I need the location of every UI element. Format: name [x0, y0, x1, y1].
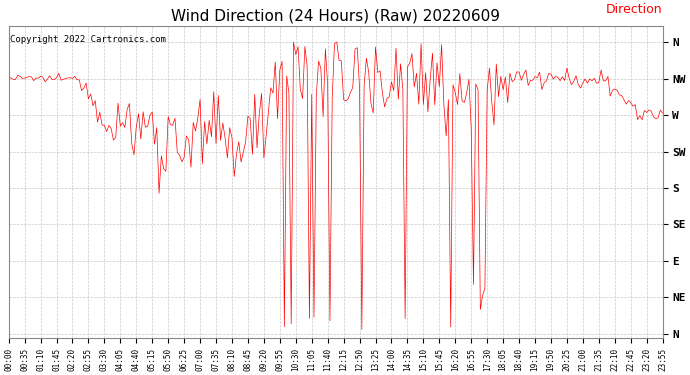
Text: Direction: Direction	[606, 3, 662, 16]
Title: Wind Direction (24 Hours) (Raw) 20220609: Wind Direction (24 Hours) (Raw) 20220609	[171, 8, 500, 23]
Text: Copyright 2022 Cartronics.com: Copyright 2022 Cartronics.com	[10, 35, 166, 44]
